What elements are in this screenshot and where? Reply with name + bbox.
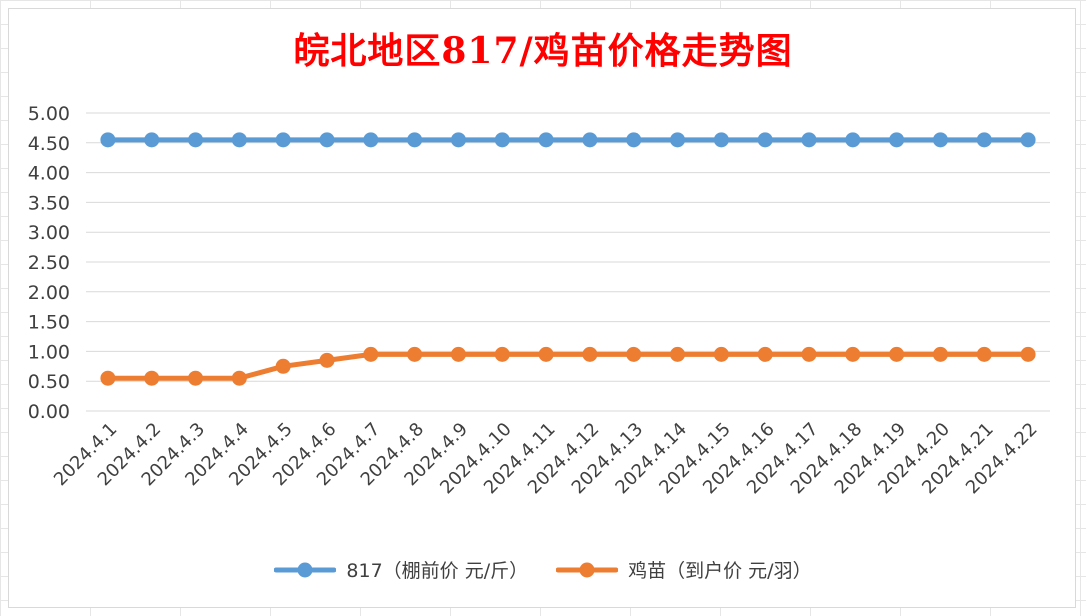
data-point-1 (450, 346, 466, 362)
data-point-1 (757, 346, 773, 362)
legend-label-817: 817（棚前价 元/斤） (346, 560, 529, 582)
data-point-1 (889, 346, 905, 362)
data-point-0 (231, 132, 247, 148)
data-point-1 (1020, 346, 1036, 362)
data-point-0 (626, 132, 642, 148)
data-point-1 (670, 346, 686, 362)
data-point-1 (713, 346, 729, 362)
data-point-1 (538, 346, 554, 362)
legend-item-chick: 鸡苗（到户价 元/羽） (556, 556, 812, 583)
data-point-1 (494, 346, 510, 362)
data-point-0 (450, 132, 466, 148)
legend-item-817: 817（棚前价 元/斤） (274, 556, 528, 583)
data-point-0 (757, 132, 773, 148)
data-point-0 (363, 132, 379, 148)
data-point-0 (932, 132, 948, 148)
data-point-0 (845, 132, 861, 148)
data-point-1 (976, 346, 992, 362)
y-tick-label: 4.50 (28, 133, 70, 155)
data-point-0 (494, 132, 510, 148)
y-tick-label: 2.00 (28, 282, 70, 304)
data-point-0 (275, 132, 291, 148)
y-tick-label: 1.50 (28, 312, 70, 334)
data-point-0 (801, 132, 817, 148)
y-tick-label: 5.00 (28, 103, 70, 125)
legend-label-chick: 鸡苗（到户价 元/羽） (628, 560, 812, 582)
data-point-0 (976, 132, 992, 148)
data-point-0 (889, 132, 905, 148)
data-point-0 (713, 132, 729, 148)
data-point-1 (231, 370, 247, 386)
data-point-1 (407, 346, 423, 362)
data-point-1 (932, 346, 948, 362)
data-point-1 (188, 370, 204, 386)
y-tick-label: 1.00 (28, 341, 70, 363)
data-point-1 (845, 346, 861, 362)
data-point-1 (144, 370, 160, 386)
y-tick-label: 3.50 (28, 192, 70, 214)
data-point-1 (275, 358, 291, 374)
data-point-0 (100, 132, 116, 148)
data-point-1 (582, 346, 598, 362)
data-point-1 (100, 370, 116, 386)
data-point-0 (319, 132, 335, 148)
chart-area[interactable] (8, 8, 1076, 608)
legend-swatch-817 (274, 562, 337, 577)
legend: 817（棚前价 元/斤） 鸡苗（到户价 元/羽） (0, 556, 1086, 583)
data-point-0 (188, 132, 204, 148)
chart-title: 皖北地区817/鸡苗价格走势图 (293, 30, 793, 72)
data-point-0 (144, 132, 160, 148)
y-tick-label: 0.50 (28, 371, 70, 393)
data-point-0 (582, 132, 598, 148)
data-point-0 (407, 132, 423, 148)
data-point-0 (538, 132, 554, 148)
data-point-1 (363, 346, 379, 362)
data-point-1 (801, 346, 817, 362)
legend-swatch-chick (556, 562, 619, 577)
y-tick-label: 4.00 (28, 163, 70, 185)
y-tick-label: 0.00 (28, 401, 70, 423)
series-line-1 (105, 351, 1031, 381)
y-tick-label: 3.00 (28, 222, 70, 244)
y-tick-label: 2.50 (28, 252, 70, 274)
data-point-0 (670, 132, 686, 148)
data-point-1 (319, 352, 335, 368)
data-point-1 (626, 346, 642, 362)
data-point-0 (1020, 132, 1036, 148)
